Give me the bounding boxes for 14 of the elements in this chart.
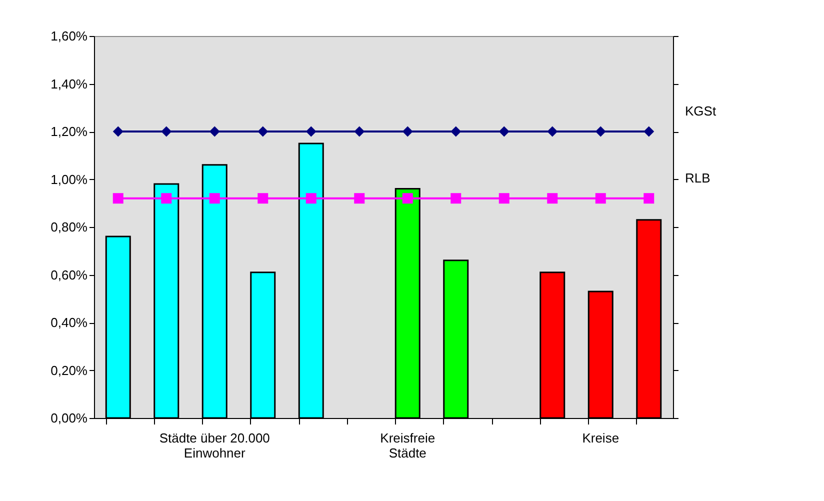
y-tick-label: 0,00% — [50, 410, 88, 426]
y-tick-label: 1,20% — [50, 124, 88, 139]
y-tick-label: 1,40% — [50, 76, 88, 92]
x-tick-label: Kreise — [582, 430, 620, 446]
y-tick-label: 0,20% — [50, 362, 88, 378]
y-tick-label: 0,80% — [50, 220, 88, 234]
text: RLB — [685, 170, 710, 186]
y-tick-label: 1,00% — [50, 172, 88, 187]
y-tick-label: 0,60% — [50, 267, 88, 282]
x-tick-label: Kreisfreie Städte — [380, 430, 436, 460]
y-tick-label: 1,60% — [50, 28, 88, 44]
text: KGSt — [685, 104, 716, 118]
x-tick-label: Städte über 20.000 Einwohner — [159, 430, 270, 460]
y-tick-label: 0,40% — [50, 315, 88, 330]
